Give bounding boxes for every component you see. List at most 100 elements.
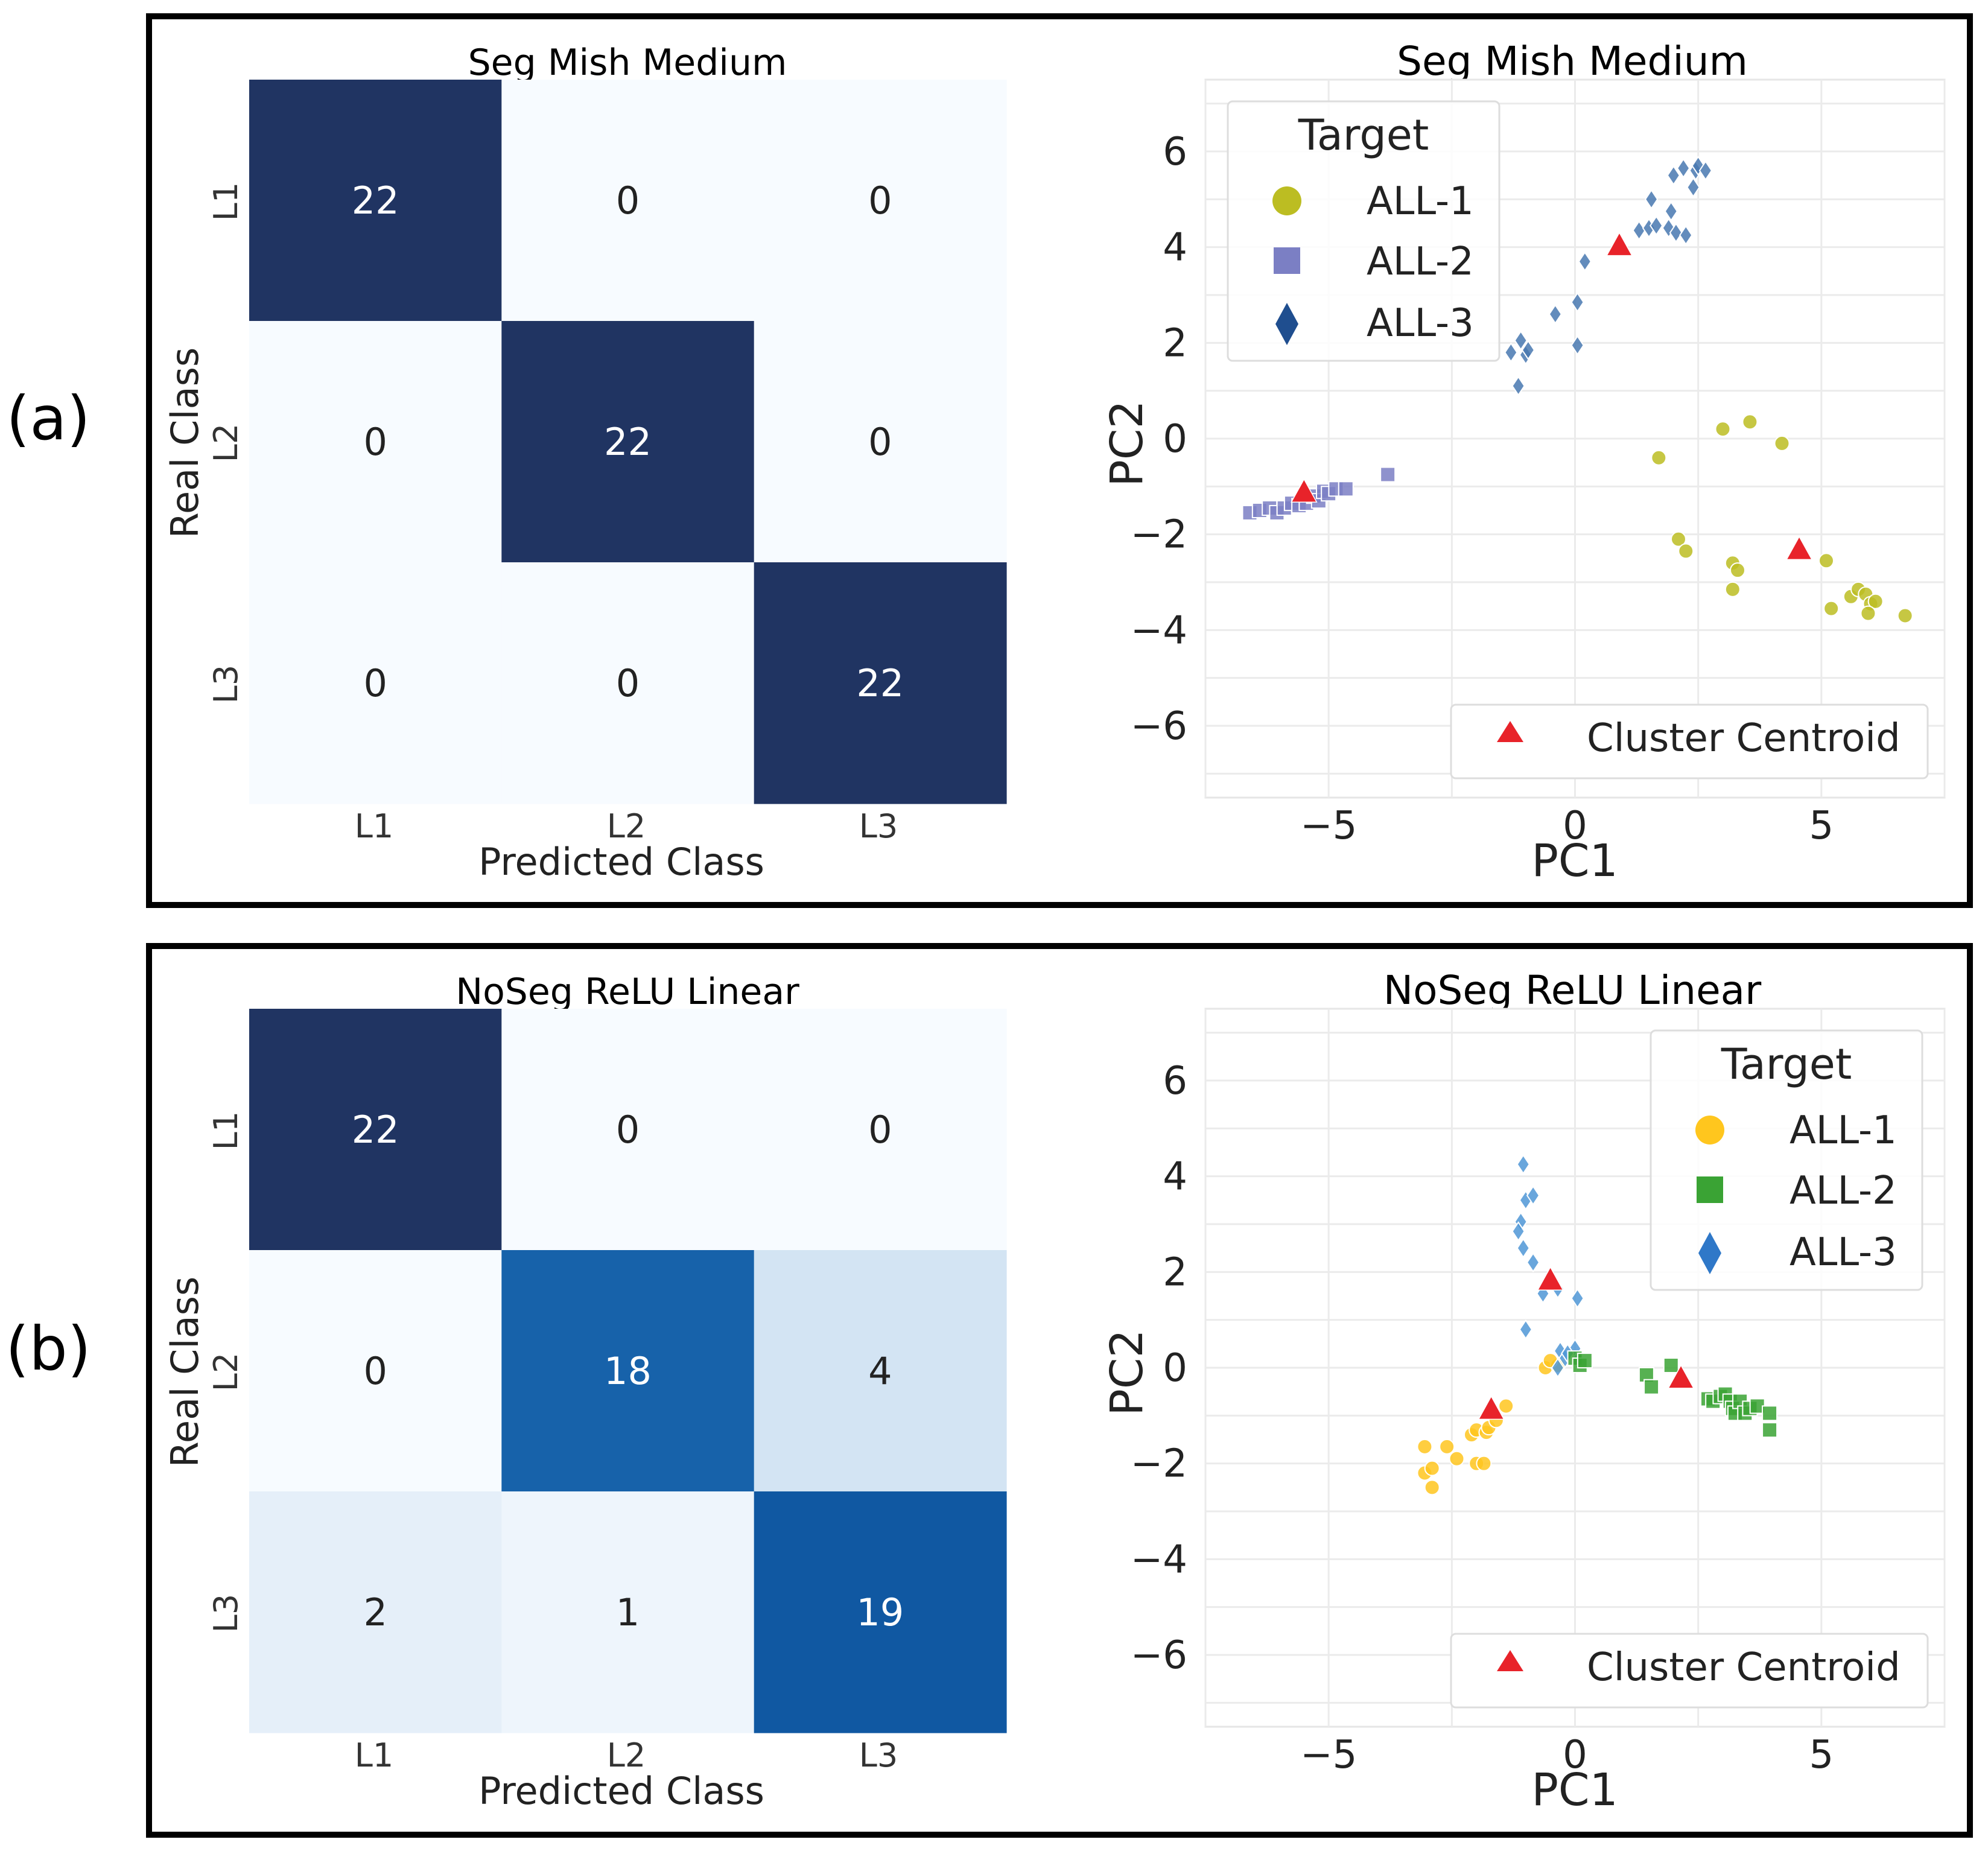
scatter-a-ytick: −2 — [1131, 513, 1187, 557]
scatter-b-legend-label-all2: ALL-2 — [1790, 1169, 1897, 1213]
scatter-a-legend-label-all2: ALL-2 — [1367, 240, 1474, 284]
heatmap-a-cell-r2-c2 — [501, 321, 755, 563]
scatter-b-legend-label-all1: ALL-1 — [1790, 1108, 1897, 1153]
heatmap-b-xtick-2: L2 — [607, 1736, 646, 1774]
heatmap-a-cell-r1-c3 — [754, 80, 1007, 322]
scatter-a-point-all-3 — [1504, 342, 1518, 363]
scatter-a-point-all-1 — [1678, 543, 1694, 559]
scatter-b-xtick: −5 — [1300, 1733, 1357, 1777]
scatter-a-point-all-1 — [1671, 531, 1686, 547]
scatter-b-centroid-legend-label: Cluster Centroid — [1587, 1645, 1901, 1690]
scatter-a-centroid-marker — [1291, 478, 1318, 503]
scatter-b-ytick: 4 — [1163, 1155, 1187, 1199]
heatmap-a-ylabel: Real Class — [163, 348, 207, 538]
scatter-b-point-all-3 — [1526, 1185, 1540, 1206]
panel-a: (a) Seg Mish Medium 22 0 0 0 22 0 0 0 22 L1 L2 L… — [6, 13, 1973, 908]
scatter-a-legend-marker-all3 — [1275, 303, 1298, 345]
heatmap-b-title: NoSeg ReLU Linear — [456, 971, 799, 1013]
heatmap-b-cell-value-r1-c3: 0 — [868, 1108, 892, 1152]
heatmap-a-cell-r3-c2 — [501, 562, 755, 804]
heatmap-a-cell-r3-c3 — [754, 562, 1007, 804]
scatter-b-ytick: −6 — [1131, 1633, 1187, 1678]
heatmap-b-ytick-2: L2 — [207, 1353, 245, 1391]
scatter-b-point-all-2 — [1762, 1422, 1778, 1438]
heatmap-b-cell-r3-c1 — [249, 1491, 502, 1733]
scatter-a-ytick: 4 — [1163, 226, 1187, 270]
scatter-a-legend-marker-all2 — [1274, 247, 1300, 274]
heatmap-b-cell-value-r2-c2: 18 — [604, 1349, 652, 1393]
scatter-b-ytick: 0 — [1163, 1346, 1187, 1391]
heatmap-b-xlabel: Predicted Class — [478, 1769, 764, 1813]
scatter-b-legend-title: Target — [1721, 1040, 1852, 1089]
heatmap-b: NoSeg ReLU Linear 22 0 00 18 42 1 19 L1 L2 L3 … — [163, 971, 1007, 1813]
heatmap-b-cell-r2-c3 — [754, 1250, 1007, 1492]
scatter-b-centroid-marker — [1537, 1266, 1564, 1291]
panel-a-label: (a) — [6, 383, 90, 454]
heatmap-a-xtick-3: L3 — [859, 807, 898, 845]
scatter-b-xtick: 0 — [1563, 1733, 1587, 1777]
scatter-a-centroid-marker — [1605, 232, 1633, 256]
scatter-a-ytick: −6 — [1131, 704, 1187, 749]
scatter-a-point-all-1 — [1724, 581, 1741, 597]
scatter-a-point-all-3 — [1679, 225, 1693, 246]
heatmap-b-cell-value-r2-c1: 0 — [363, 1349, 387, 1393]
scatter-b-centroid-marker — [1478, 1395, 1505, 1420]
heatmap-a-cell-r1-c2 — [501, 80, 755, 322]
scatter-a-point-all-3 — [1578, 251, 1592, 272]
scatter-b-point-all-1 — [1498, 1398, 1514, 1414]
scatter-a-point-all-2 — [1338, 481, 1354, 497]
heatmap-b-cell-r2-c1 — [249, 1250, 502, 1492]
scatter-b-point-all-1 — [1424, 1479, 1440, 1496]
scatter-a-xtick: 5 — [1809, 804, 1834, 848]
scatter-a-point-all-3 — [1644, 189, 1659, 210]
scatter-a: Seg Mish Medium −5 0 5 −6 −4 −2 0 2 4 6 PC1 PC2 T… — [1101, 38, 1946, 887]
scatter-a-legend-label-all3: ALL-3 — [1367, 301, 1474, 346]
scatter-a-legend-title: Target — [1298, 110, 1429, 160]
heatmap-b-cell-r3-c3 — [754, 1491, 1007, 1733]
scatter-a-xtick: −5 — [1300, 804, 1357, 848]
scatter-b-point-all-2 — [1643, 1379, 1660, 1395]
scatter-b-point-all-1 — [1417, 1438, 1433, 1455]
scatter-b-xlabel: PC1 — [1531, 1764, 1618, 1816]
scatter-a-legend: Target ALL-1 ALL-2 ALL-3 — [1227, 100, 1501, 362]
scatter-a-point-all-3 — [1698, 160, 1713, 181]
scatter-a-point-all-1 — [1774, 435, 1790, 451]
scatter-a-point-all-3 — [1666, 165, 1681, 186]
scatter-b-legend: Target ALL-1 ALL-2 ALL-3 — [1650, 1029, 1923, 1291]
heatmap-a-cell-value-r2-c3: 0 — [868, 420, 892, 464]
scatter-b-xtick: 5 — [1809, 1733, 1834, 1777]
scatter-a-point-all-1 — [1818, 553, 1834, 569]
scatter-b-ylabel: PC2 — [1101, 1329, 1153, 1415]
heatmap-a-cell-value-r3-c1: 0 — [363, 661, 387, 705]
scatter-a-point-all-3 — [1511, 375, 1525, 396]
heatmap-a-cell-value-r2-c2: 22 — [604, 420, 652, 464]
scatter-a-point-all-1 — [1823, 600, 1840, 617]
scatter-b-centroid-legend: Cluster Centroid — [1450, 1633, 1929, 1709]
scatter-a-point-all-3 — [1664, 201, 1678, 221]
scatter-b-point-all-3 — [1511, 1221, 1525, 1242]
scatter-a-point-all-3 — [1521, 340, 1535, 361]
heatmap-a-cell-value-r1-c2: 0 — [616, 179, 640, 223]
heatmap-a-cells: 22 0 0 0 22 0 0 0 22 — [249, 80, 1007, 804]
heatmap-a-ytick-1: L1 — [207, 182, 245, 221]
scatter-a-xtick: 0 — [1563, 804, 1587, 848]
scatter-a-point-all-1 — [1715, 421, 1731, 437]
heatmap-a-cell-value-r3-c2: 0 — [616, 661, 640, 705]
scatter-a-legend-label-all1: ALL-1 — [1367, 179, 1474, 224]
scatter-b-legend-marker-all3 — [1698, 1232, 1721, 1274]
heatmap-a: Seg Mish Medium 22 0 0 0 22 0 0 0 22 L1 L2 L3 L1… — [163, 42, 1007, 884]
heatmap-b-cell-r1-c2 — [501, 1009, 755, 1251]
scatter-a-point-all-1 — [1742, 414, 1758, 430]
heatmap-b-ytick-3: L3 — [207, 1594, 245, 1633]
scatter-a-centroid-legend-box — [1450, 703, 1929, 779]
heatmap-a-cell-value-r2-c1: 0 — [363, 420, 387, 464]
heatmap-a-cell-r3-c1 — [249, 562, 502, 804]
scatter-a-title: Seg Mish Medium — [1397, 38, 1748, 84]
heatmap-b-cell-value-r1-c1: 22 — [352, 1108, 399, 1152]
scatter-b-ytick: 2 — [1163, 1250, 1187, 1295]
heatmap-b-cell-value-r3-c1: 2 — [363, 1590, 387, 1634]
scatter-b-centroid-legend-marker — [1497, 1650, 1523, 1671]
scatter-b-centroid-legend-box — [1450, 1633, 1929, 1709]
scatter-a-legend-box — [1227, 100, 1501, 362]
